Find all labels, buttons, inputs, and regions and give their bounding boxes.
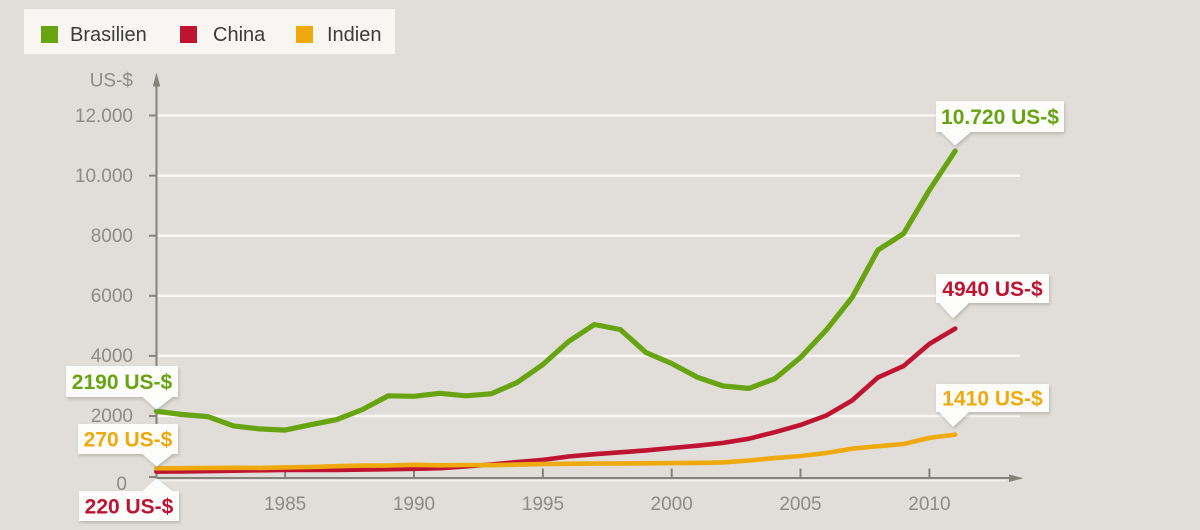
svg-text:Indien: Indien <box>327 24 382 46</box>
svg-text:US-$: US-$ <box>90 71 134 92</box>
svg-text:10.720 US-$: 10.720 US-$ <box>941 106 1059 129</box>
svg-text:4000: 4000 <box>91 346 133 367</box>
svg-text:6000: 6000 <box>91 286 133 307</box>
svg-text:220 US-$: 220 US-$ <box>85 496 174 519</box>
svg-text:270 US-$: 270 US-$ <box>84 429 173 452</box>
svg-text:2190 US-$: 2190 US-$ <box>72 371 173 394</box>
svg-text:Brasilien: Brasilien <box>70 24 147 46</box>
svg-text:2000: 2000 <box>91 406 133 427</box>
svg-text:4940 US-$: 4940 US-$ <box>942 278 1043 301</box>
svg-text:12.000: 12.000 <box>75 106 133 127</box>
svg-text:1995: 1995 <box>522 494 564 515</box>
svg-text:1990: 1990 <box>393 494 435 515</box>
svg-text:10.000: 10.000 <box>75 166 133 187</box>
svg-text:0: 0 <box>116 474 127 495</box>
svg-text:2010: 2010 <box>908 494 950 515</box>
svg-text:1985: 1985 <box>264 494 306 515</box>
svg-text:China: China <box>213 24 266 46</box>
svg-text:2005: 2005 <box>779 494 821 515</box>
svg-text:2000: 2000 <box>651 494 693 515</box>
svg-text:8000: 8000 <box>91 226 133 247</box>
svg-text:1410 US-$: 1410 US-$ <box>942 388 1043 411</box>
